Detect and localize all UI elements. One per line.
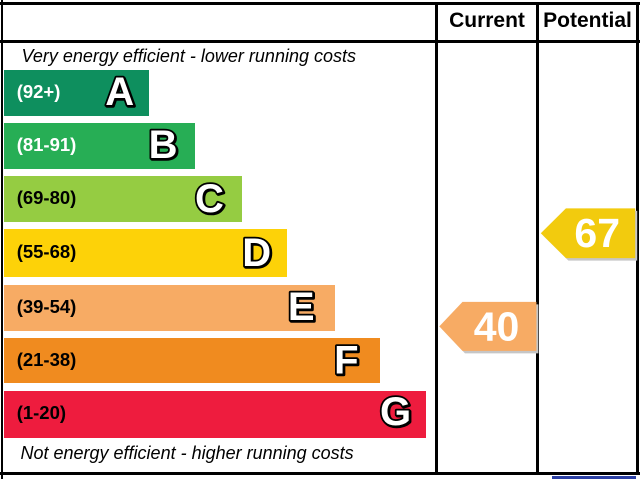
svg-text:A: A [105, 70, 134, 114]
svg-text:A: A [106, 71, 135, 115]
svg-text:E: E [289, 286, 316, 330]
svg-text:D: D [242, 231, 271, 275]
svg-text:40: 40 [474, 304, 520, 350]
svg-text:F: F [335, 340, 359, 384]
svg-text:E: E [288, 285, 315, 329]
svg-text:G: G [380, 390, 411, 434]
svg-text:F: F [334, 339, 358, 383]
svg-text:G: G [381, 391, 412, 435]
svg-text:C: C [196, 178, 225, 222]
svg-text:B: B [149, 123, 178, 167]
svg-text:C: C [195, 177, 224, 221]
svg-text:B: B [150, 124, 179, 168]
svg-text:D: D [243, 232, 272, 276]
svg-text:67: 67 [574, 210, 620, 256]
